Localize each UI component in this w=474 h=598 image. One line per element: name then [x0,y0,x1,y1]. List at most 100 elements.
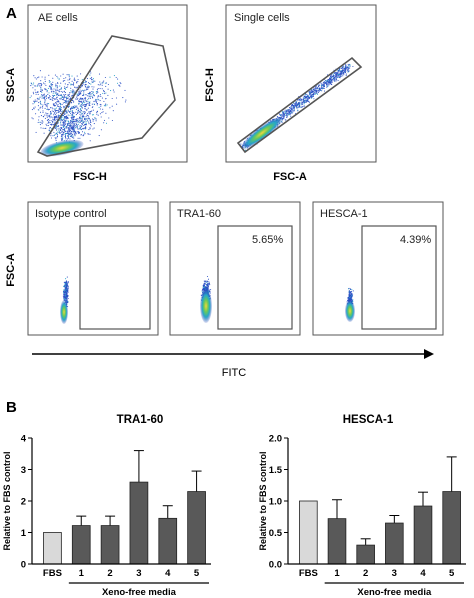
event-dot [289,111,291,113]
event-dot [340,71,342,73]
event-dot [48,108,50,110]
event-dot [47,93,49,95]
event-dot [46,102,48,104]
event-dot [66,117,68,119]
event-dot [290,109,292,111]
event-dot [283,116,285,118]
event-dot [65,293,67,295]
event-dot [62,121,64,123]
event-dot [97,91,99,93]
event-dot [82,89,84,91]
event-dot [325,79,327,81]
event-dot [47,122,49,124]
event-dot [69,129,72,131]
event-dot [103,100,105,102]
event-dot [352,299,354,301]
event-dot [66,74,68,76]
event-dot [52,94,54,96]
event-dot [327,80,329,83]
event-dot [65,284,67,286]
event-dot [67,282,69,284]
event-dot [91,76,93,78]
scatter-cloud [200,275,212,323]
event-dot [75,87,77,89]
event-dot [79,118,81,120]
event-dot [67,121,70,123]
event-dot [65,136,67,139]
event-dot [347,64,349,66]
event-dot [315,88,317,90]
y-tick-label: 2 [21,497,26,508]
gate-rect [361,225,437,330]
event-dot [34,102,36,104]
event-dot [58,130,60,132]
event-dot [92,97,94,99]
event-dot [45,89,47,91]
event-dot [52,84,54,86]
event-dot [40,115,42,117]
event-dot [66,288,68,290]
event-dot [84,100,86,102]
event-dot [348,67,350,69]
event-dot [347,66,349,68]
event-dot [285,111,288,113]
event-dot [72,129,74,131]
event-dot [92,94,94,96]
event-dot [72,84,75,86]
event-dot [69,79,71,81]
event-dot [88,121,90,123]
event-dot [89,77,91,79]
event-dot [84,84,86,86]
event-dot [50,87,52,89]
event-dot [89,128,91,130]
event-dot [57,105,59,107]
event-dot [44,76,46,78]
event-dot [346,67,348,69]
event-dot [43,97,45,100]
event-dot [82,99,84,101]
event-dot [81,99,83,101]
event-dot [84,107,86,109]
event-dot [65,138,67,140]
event-dot [73,89,75,91]
event-dot [89,112,91,114]
event-dot [40,83,42,85]
event-dot [65,285,68,287]
event-dot [55,102,57,104]
event-dot [338,75,340,77]
event-dot [331,76,333,78]
event-dot [91,93,93,95]
event-dot [34,99,36,101]
event-dot [67,101,69,103]
event-dot [67,134,70,136]
event-dot [53,131,55,133]
event-dot [48,114,50,116]
event-dot [111,97,113,100]
event-dot [63,97,65,99]
event-dot [79,100,82,102]
event-dot [95,120,97,122]
event-dot [55,94,58,96]
event-dot [62,126,64,128]
event-dot [62,137,64,139]
event-dot [343,71,345,73]
event-dot [44,114,46,116]
event-dot [113,75,115,77]
event-dot [54,137,56,139]
gate-polygon [236,56,363,154]
event-dot [63,124,66,127]
event-dot [32,91,34,93]
event-dot [65,99,68,101]
event-dot [302,99,305,101]
event-dot [81,120,83,123]
event-dot [78,103,80,105]
event-dot [61,134,63,136]
event-dot [88,96,90,98]
event-dot [298,102,300,104]
event-dot [54,115,56,118]
event-dot [63,113,65,116]
gate-label: Isotype control [35,208,107,220]
event-dot [75,123,77,125]
event-dot [290,112,292,114]
event-dot [84,112,86,114]
